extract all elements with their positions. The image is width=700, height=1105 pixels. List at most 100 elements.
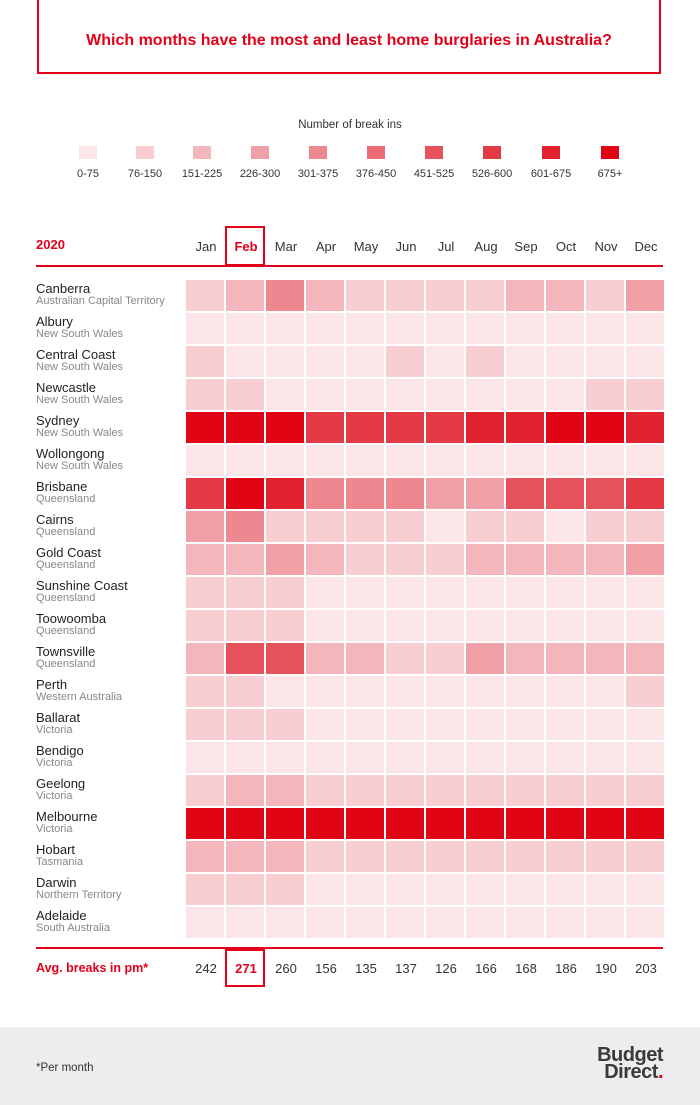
heatmap-cell-cairns-dec: [626, 511, 664, 542]
heatmap-cell-geelong-may: [346, 775, 384, 806]
legend-item-0-75: 0-75: [58, 146, 118, 180]
heatmap-cell-bendigo-jun: [386, 742, 424, 773]
heatmap-cell-albury-mar: [266, 313, 304, 344]
heatmap-cell-hobart-feb: [226, 841, 264, 872]
legend-swatch: [483, 146, 501, 159]
city-label-newcastle: Newcastle: [36, 380, 96, 395]
legend-label: 601-675: [530, 168, 572, 180]
state-label: Victoria: [36, 757, 73, 769]
heatmap-cell-toowoomba-may: [346, 610, 384, 641]
heatmap-cell-newcastle-jun: [386, 379, 424, 410]
month-label-aug: Aug: [474, 239, 498, 254]
heatmap-cell-wollongong-mar: [266, 445, 304, 476]
city-label-canberra: Canberra: [36, 281, 91, 296]
heatmap-cell-bendigo-dec: [626, 742, 664, 773]
heatmap-cell-geelong-jun: [386, 775, 424, 806]
legend-swatch: [193, 146, 211, 159]
month-label-apr: Apr: [315, 239, 337, 254]
state-label: Queensland: [36, 592, 96, 604]
state-label: Queensland: [36, 658, 96, 670]
heatmap-cell-sydney-jun: [386, 412, 424, 443]
state-label: Victoria: [36, 724, 73, 736]
heatmap-cell-adelaide-feb: [226, 907, 264, 938]
heatmap-cell-perth-jul: [426, 676, 464, 707]
heatmap-cell-hobart-may: [346, 841, 384, 872]
heatmap-cell-darwin-oct: [546, 874, 584, 905]
heatmap-cell-perth-mar: [266, 676, 304, 707]
heatmap-cell-geelong-mar: [266, 775, 304, 806]
heatmap-cell-ballarat-aug: [466, 709, 504, 740]
heatmap-cell-perth-apr: [306, 676, 344, 707]
city-label-adelaide: Adelaide: [36, 908, 87, 923]
heatmap-cell-townsville-jun: [386, 643, 424, 674]
heatmap-cell-perth-aug: [466, 676, 504, 707]
heatmap-cell-brisbane-dec: [626, 478, 664, 509]
heatmap-cell-sydney-may: [346, 412, 384, 443]
heatmap-cell-brisbane-sep: [506, 478, 544, 509]
heatmap-cell-geelong-dec: [626, 775, 664, 806]
heatmap-cell-toowoomba-jan: [186, 610, 224, 641]
heatmap-cell-perth-sep: [506, 676, 544, 707]
avg-value-aug: 166: [475, 961, 497, 976]
heatmap-cell-darwin-sep: [506, 874, 544, 905]
heatmap-cell-canberra-jun: [386, 280, 424, 311]
state-label: Australian Capital Territory: [36, 295, 165, 307]
heatmap-cell-brisbane-apr: [306, 478, 344, 509]
heatmap-cell-ballarat-apr: [306, 709, 344, 740]
heatmap-cell-cairns-mar: [266, 511, 304, 542]
city-label-geelong: Geelong: [36, 776, 86, 791]
city-label-ballarat: Ballarat: [36, 710, 81, 725]
heatmap-cell-gold-coast-nov: [586, 544, 624, 575]
heatmap-cell-townsville-apr: [306, 643, 344, 674]
heatmap-cell-central-coast-aug: [466, 346, 504, 377]
heatmap-cell-hobart-apr: [306, 841, 344, 872]
avg-value-jul: 126: [435, 961, 457, 976]
heatmap-cell-bendigo-nov: [586, 742, 624, 773]
heatmap-cell-gold-coast-jun: [386, 544, 424, 575]
heatmap-cell-sunshine-coast-jul: [426, 577, 464, 608]
heatmap-cell-sydney-jul: [426, 412, 464, 443]
heatmap-cell-brisbane-may: [346, 478, 384, 509]
heatmap-cell-melbourne-jul: [426, 808, 464, 839]
heatmap-cell-albury-jun: [386, 313, 424, 344]
heatmap-cell-darwin-apr: [306, 874, 344, 905]
heatmap-cell-central-coast-mar: [266, 346, 304, 377]
heatmap-cell-hobart-mar: [266, 841, 304, 872]
month-label-dec: Dec: [634, 239, 658, 254]
heatmap-cell-sydney-aug: [466, 412, 504, 443]
heatmap-cell-geelong-sep: [506, 775, 544, 806]
heatmap-cell-central-coast-jan: [186, 346, 224, 377]
heatmap-cell-townsville-jan: [186, 643, 224, 674]
heatmap-cell-ballarat-jun: [386, 709, 424, 740]
heatmap-cell-bendigo-feb: [226, 742, 264, 773]
logo-line-2: Direct.: [597, 1062, 663, 1082]
legend-label: 376-450: [355, 168, 397, 180]
heatmap-cell-darwin-feb: [226, 874, 264, 905]
heatmap-cell-newcastle-may: [346, 379, 384, 410]
heatmap-cell-townsville-oct: [546, 643, 584, 674]
heatmap-cell-sydney-apr: [306, 412, 344, 443]
heatmap-cell-adelaide-aug: [466, 907, 504, 938]
heatmap-cell-ballarat-jul: [426, 709, 464, 740]
avg-value-feb: 271: [235, 961, 257, 976]
heatmap-cell-ballarat-jan: [186, 709, 224, 740]
state-label: Tasmania: [36, 856, 84, 868]
heatmap-cell-brisbane-nov: [586, 478, 624, 509]
heatmap-cell-gold-coast-apr: [306, 544, 344, 575]
title-box: Which months have the most and least hom…: [37, 0, 661, 74]
heatmap-cell-gold-coast-mar: [266, 544, 304, 575]
heatmap-cell-melbourne-jan: [186, 808, 224, 839]
heatmap-cell-adelaide-dec: [626, 907, 664, 938]
heatmap-cell-perth-oct: [546, 676, 584, 707]
heatmap-cell-hobart-jan: [186, 841, 224, 872]
month-label-jul: Jul: [437, 239, 455, 254]
heatmap-cell-wollongong-dec: [626, 445, 664, 476]
city-label-sydney: Sydney: [36, 413, 80, 428]
chart-title: Which months have the most and least hom…: [86, 32, 612, 49]
month-label-sep: Sep: [514, 239, 538, 254]
heatmap-cell-perth-nov: [586, 676, 624, 707]
heatmap-cell-darwin-nov: [586, 874, 624, 905]
heatmap-cell-cairns-feb: [226, 511, 264, 542]
heatmap-cell-geelong-feb: [226, 775, 264, 806]
heatmap-cell-sunshine-coast-jan: [186, 577, 224, 608]
